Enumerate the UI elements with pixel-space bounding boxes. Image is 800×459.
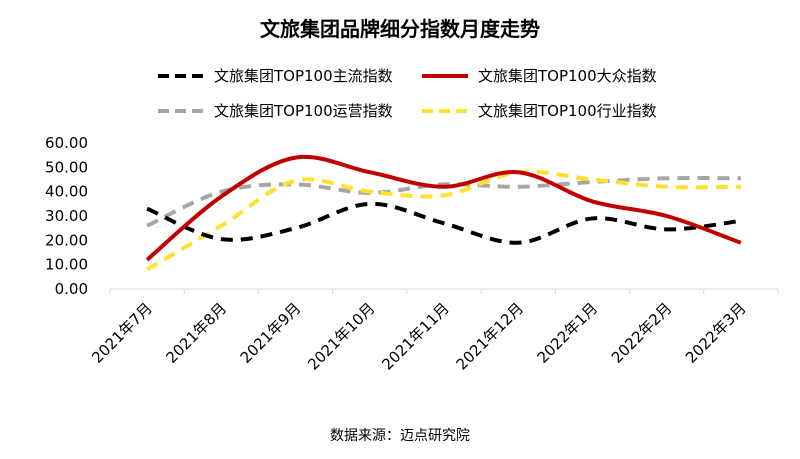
x-tick-label: 2022年1月	[534, 299, 602, 367]
series-line-3	[146, 176, 741, 228]
y-tick-label: 0.00	[55, 280, 88, 298]
source-note: 数据来源：迈点研究院	[330, 428, 470, 444]
legend-label-3: 文旅集团TOP100运营指数	[214, 102, 393, 120]
x-tick-label: 2022年3月	[682, 299, 750, 367]
x-tick-label: 2021年8月	[162, 299, 230, 367]
chart-title: 文旅集团品牌细分指数月度走势	[260, 17, 540, 41]
x-tick-label: 2022年2月	[608, 299, 676, 367]
legend-label-1: 文旅集团TOP100主流指数	[214, 67, 393, 85]
x-tick-label: 2021年10月	[304, 299, 378, 373]
y-tick-label: 60.00	[45, 134, 88, 152]
y-tick-label: 20.00	[45, 231, 88, 249]
x-tick-label: 2021年9月	[237, 299, 305, 367]
legend: 文旅集团TOP100主流指数 文旅集团TOP100大众指数文旅集团TOP100运营…	[158, 67, 657, 120]
series-line-1	[146, 201, 742, 245]
legend-label-4: 文旅集团TOP100行业指数	[478, 102, 657, 120]
y-tick-label: 10.00	[45, 256, 88, 274]
series-line-4	[146, 169, 741, 272]
x-tick-label: 2021年7月	[88, 299, 156, 367]
legend-label-2: 文旅集团TOP100大众指数	[478, 67, 657, 85]
y-tick-label: 40.00	[45, 183, 88, 201]
x-tick-label: 2021年11月	[378, 299, 452, 373]
x-tick-label: 2021年12月	[453, 299, 527, 373]
y-tick-label: 30.00	[45, 207, 88, 225]
y-tick-label: 50.00	[45, 158, 88, 176]
series-line-2	[145, 154, 742, 262]
plot-area: 0.00 10.00 20.00 30.00 40.00 50.00 60.00 2021年7…	[45, 134, 779, 374]
